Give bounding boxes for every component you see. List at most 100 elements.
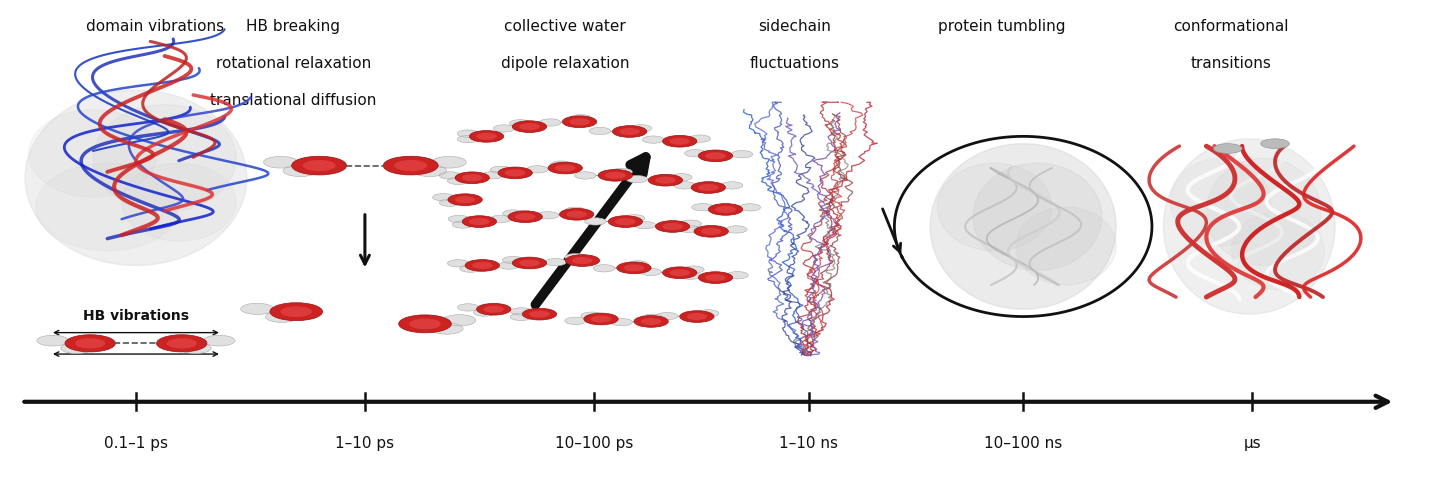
Circle shape (498, 167, 532, 179)
Circle shape (494, 167, 508, 172)
Text: 10–100 ns: 10–100 ns (985, 436, 1062, 451)
Circle shape (701, 228, 721, 235)
Circle shape (568, 255, 584, 260)
Circle shape (292, 156, 346, 175)
Circle shape (280, 306, 312, 317)
Circle shape (614, 319, 630, 325)
Circle shape (545, 259, 567, 266)
Ellipse shape (973, 163, 1102, 270)
Circle shape (484, 306, 504, 313)
Circle shape (575, 172, 597, 179)
Ellipse shape (36, 163, 179, 251)
Circle shape (605, 172, 625, 179)
Circle shape (412, 165, 446, 177)
Circle shape (612, 126, 647, 137)
Circle shape (514, 314, 528, 319)
Circle shape (1261, 139, 1289, 149)
Circle shape (680, 220, 701, 227)
Circle shape (461, 136, 475, 142)
Circle shape (270, 313, 293, 320)
Circle shape (551, 161, 572, 168)
Circle shape (439, 172, 461, 179)
Circle shape (512, 257, 547, 269)
Circle shape (519, 123, 539, 130)
Text: μs: μs (1244, 436, 1261, 451)
Circle shape (708, 204, 743, 215)
Circle shape (522, 308, 557, 320)
Circle shape (74, 338, 106, 349)
Circle shape (634, 316, 668, 327)
Circle shape (738, 204, 760, 211)
Circle shape (617, 262, 651, 274)
Circle shape (731, 150, 753, 158)
Text: fluctuations: fluctuations (750, 56, 839, 71)
Circle shape (716, 206, 736, 213)
Circle shape (240, 303, 273, 315)
Circle shape (570, 114, 591, 122)
Circle shape (509, 120, 531, 127)
Circle shape (683, 221, 698, 226)
Circle shape (431, 323, 464, 334)
Circle shape (615, 218, 635, 225)
Ellipse shape (122, 163, 236, 241)
Circle shape (611, 169, 633, 176)
Circle shape (494, 125, 515, 132)
Circle shape (462, 174, 482, 181)
Circle shape (461, 305, 475, 310)
Circle shape (207, 337, 230, 344)
Circle shape (727, 272, 748, 279)
Text: rotational relaxation: rotational relaxation (216, 56, 371, 71)
Circle shape (482, 171, 504, 179)
Circle shape (701, 311, 716, 316)
Circle shape (529, 311, 550, 318)
Circle shape (598, 169, 633, 181)
Ellipse shape (937, 163, 1052, 251)
Circle shape (565, 254, 587, 261)
Circle shape (643, 269, 658, 275)
Circle shape (501, 263, 517, 268)
Circle shape (698, 150, 733, 162)
Circle shape (637, 223, 653, 227)
Circle shape (432, 156, 467, 168)
Circle shape (670, 269, 690, 276)
Circle shape (663, 223, 683, 230)
Circle shape (41, 337, 64, 344)
Circle shape (439, 199, 461, 206)
Circle shape (671, 173, 693, 181)
Circle shape (288, 167, 312, 175)
Circle shape (507, 211, 521, 216)
Circle shape (570, 118, 590, 125)
Circle shape (680, 311, 714, 322)
Circle shape (660, 314, 674, 318)
Text: 0.1–1 ps: 0.1–1 ps (104, 436, 167, 451)
Text: 1–10 ps: 1–10 ps (335, 436, 395, 451)
Circle shape (655, 177, 675, 184)
Circle shape (562, 116, 597, 128)
Circle shape (728, 227, 744, 232)
Circle shape (687, 313, 707, 320)
Circle shape (645, 137, 661, 142)
Circle shape (693, 136, 707, 141)
Circle shape (512, 121, 528, 126)
Text: 1–10 ns: 1–10 ns (778, 436, 839, 451)
Circle shape (432, 194, 454, 201)
Circle shape (644, 316, 660, 320)
Circle shape (683, 273, 698, 278)
Circle shape (542, 120, 558, 125)
Circle shape (537, 212, 558, 219)
Circle shape (620, 128, 640, 135)
Circle shape (448, 194, 482, 206)
Circle shape (266, 311, 299, 322)
Circle shape (564, 207, 585, 214)
Circle shape (548, 162, 582, 174)
Circle shape (594, 264, 615, 272)
Circle shape (627, 175, 648, 183)
Circle shape (590, 128, 611, 135)
Text: 10–100 ps: 10–100 ps (555, 436, 633, 451)
Circle shape (156, 335, 207, 352)
Text: dipole relaxation: dipole relaxation (501, 56, 630, 71)
Circle shape (270, 303, 322, 320)
Circle shape (269, 158, 293, 167)
Circle shape (180, 343, 212, 354)
Circle shape (502, 210, 524, 217)
